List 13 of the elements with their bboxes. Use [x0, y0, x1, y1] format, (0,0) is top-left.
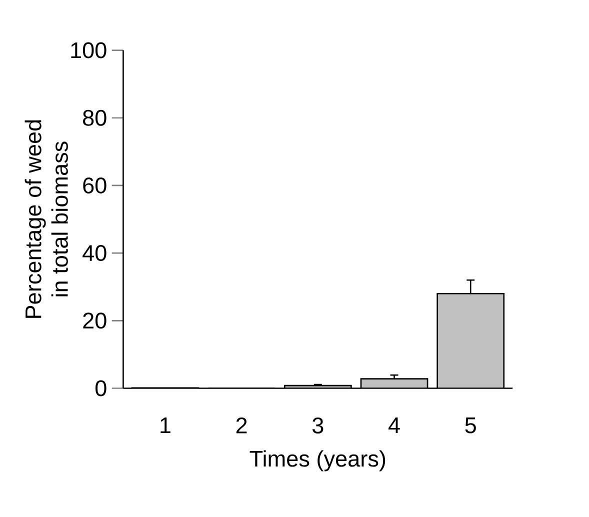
y-tick-label: 100	[71, 42, 106, 58]
y-tick-label: 40	[82, 244, 106, 261]
x-tick-label: 3	[312, 417, 324, 434]
x-tick-label: 1	[160, 417, 170, 433]
x-axis-title: Times (years)	[250, 450, 386, 472]
y-tick-label: 20	[83, 312, 106, 329]
x-tick-label: 2	[236, 417, 247, 434]
x-tick-label: 4	[388, 417, 400, 433]
x-tick-label: 5	[465, 417, 476, 434]
y-axis-title: Percentage of weed in total biomass	[24, 120, 68, 318]
y-tick-label: 0	[95, 380, 106, 396]
y-tick-label: 60	[83, 177, 106, 194]
y-tick-label: 80	[83, 110, 106, 126]
